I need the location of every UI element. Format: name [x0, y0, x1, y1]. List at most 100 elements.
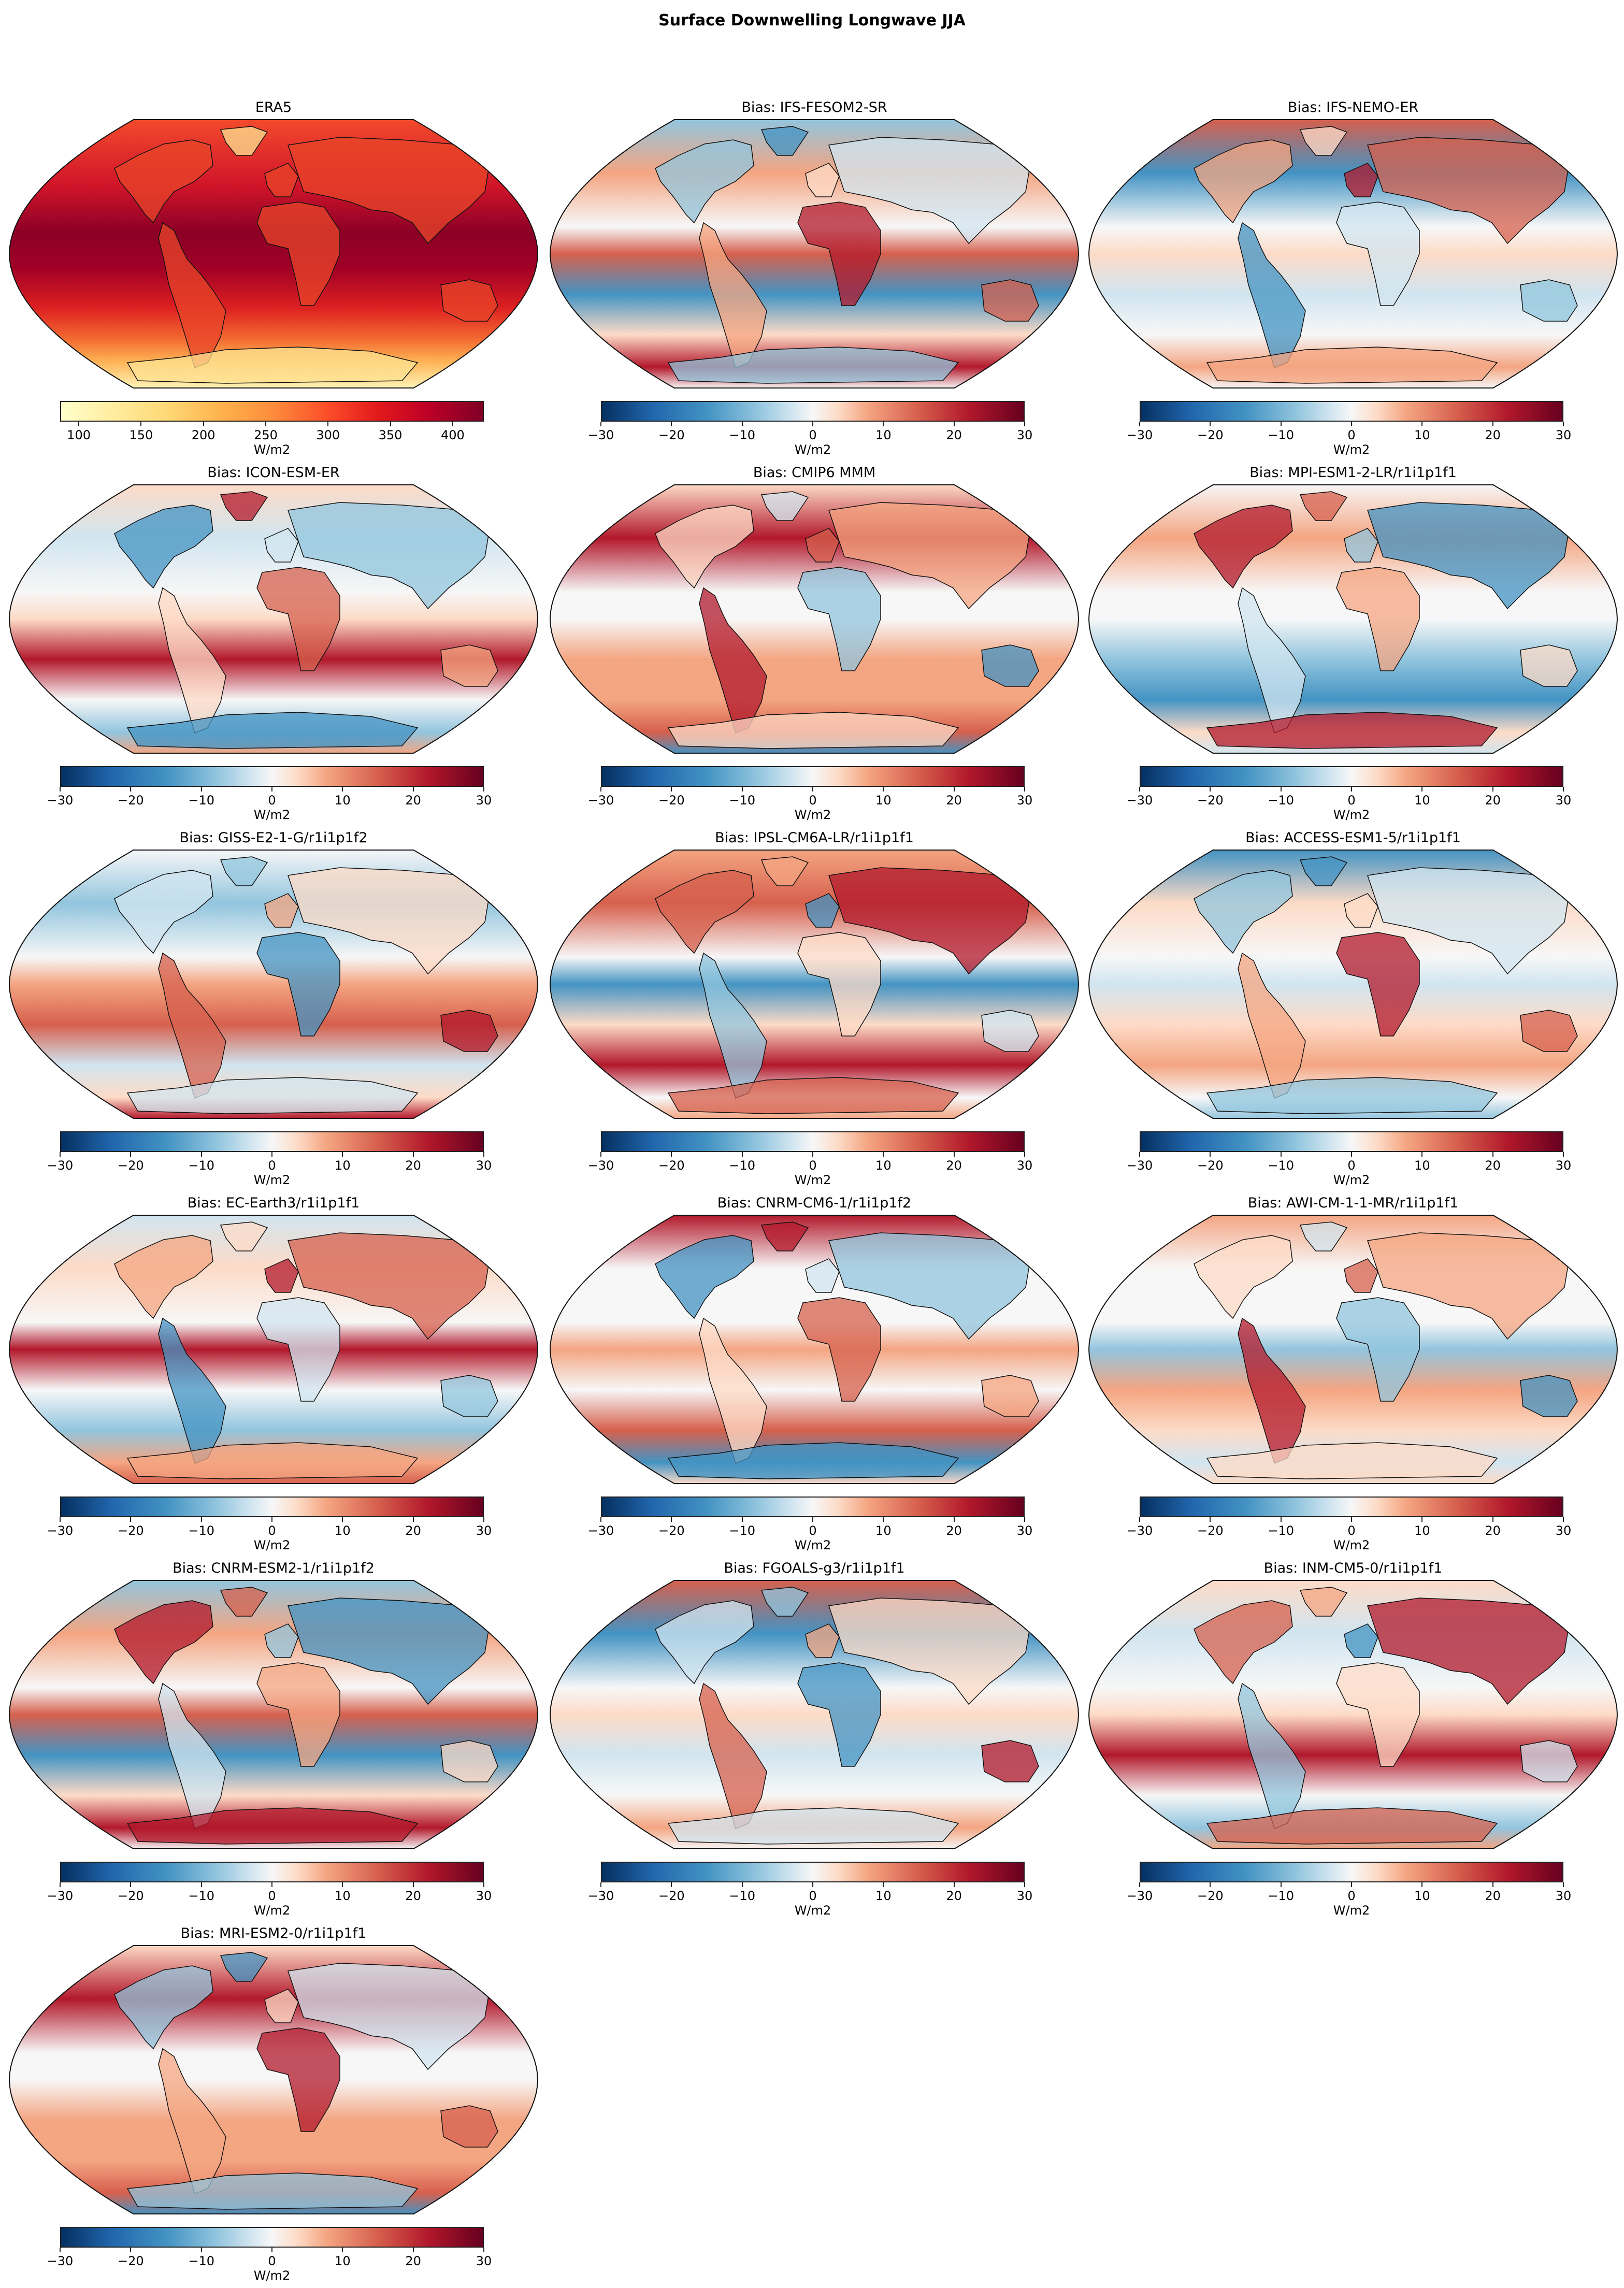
tick-label: 0	[268, 1158, 276, 1173]
tick-label: −10	[188, 2254, 214, 2268]
tick-mark	[483, 1152, 484, 1157]
world-map	[549, 119, 1080, 388]
panel-title: Bias: CNRM-ESM2-1/r1i1p1f2	[173, 1560, 375, 1576]
tick-label: −10	[729, 1889, 755, 1903]
colorbar	[601, 1131, 1025, 1152]
figure-title: Surface Downwelling Longwave JJA	[658, 11, 966, 30]
colorbar-ticks: 100 150 200 250 300 350 400	[60, 422, 484, 442]
tick-label: 250	[254, 428, 278, 442]
tick-label: 30	[1555, 793, 1572, 808]
tick-mark	[1421, 1517, 1423, 1522]
tick-mark	[271, 787, 272, 792]
world-map	[1088, 1580, 1618, 1849]
colorbar-label: W/m2	[794, 1538, 831, 1552]
tick-mark	[130, 787, 132, 792]
tick-label: −20	[1197, 1889, 1224, 1903]
tick-mark	[130, 1882, 132, 1887]
tick-label: 20	[405, 1158, 421, 1173]
tick-mark	[60, 1152, 61, 1157]
colorbar-label: W/m2	[1333, 1903, 1370, 1918]
tick-label: 0	[1347, 1889, 1356, 1903]
tick-mark	[671, 1882, 672, 1887]
world-map	[8, 1580, 539, 1849]
tick-mark	[203, 422, 204, 426]
tick-mark	[741, 787, 743, 792]
tick-label: 200	[191, 428, 215, 442]
colorbar-ticks: −30 −20 −10 0 10 20 30	[1127, 1152, 1571, 1173]
tick-label: 0	[1347, 793, 1356, 808]
tick-label: 10	[335, 793, 351, 808]
tick-mark	[200, 1517, 202, 1522]
tick-mark	[78, 422, 80, 426]
tick-mark	[953, 1517, 955, 1522]
tick-mark	[1024, 1517, 1025, 1522]
tick-label: −10	[188, 793, 214, 808]
tick-label: 10	[1414, 1523, 1430, 1538]
tick-label: 10	[875, 1889, 892, 1903]
tick-mark	[483, 787, 484, 792]
tick-mark	[342, 2248, 343, 2252]
tick-mark	[1351, 1882, 1352, 1887]
panel-title: Bias: FGOALS-g3/r1i1p1f1	[724, 1560, 905, 1576]
tick-label: −20	[658, 1523, 685, 1538]
panel-title: Bias: AWI-CM-1-1-MR/r1i1p1f1	[1247, 1195, 1459, 1211]
colorbar-ticks: −30 −20 −10 0 10 20 30	[1127, 787, 1571, 808]
tick-label: 20	[1485, 1523, 1501, 1538]
panel-title: Bias: GISS-E2-1-G/r1i1p1f2	[179, 830, 368, 846]
tick-mark	[883, 787, 884, 792]
tick-label: 30	[476, 1523, 492, 1538]
colorbar-ticks: −30 −20 −10 0 10 20 30	[588, 1882, 1032, 1903]
tick-mark	[1210, 1882, 1211, 1887]
tick-label: 30	[1555, 1523, 1572, 1538]
tick-mark	[741, 1152, 743, 1157]
tick-mark	[1421, 787, 1423, 792]
colorbar	[1140, 401, 1563, 422]
panel-title: ERA5	[255, 99, 292, 116]
tick-label: 20	[1485, 428, 1501, 442]
tick-label: 350	[378, 428, 403, 442]
tick-mark	[130, 1517, 132, 1522]
tick-label: 20	[946, 793, 962, 808]
tick-label: −30	[47, 1889, 74, 1903]
tick-mark	[600, 1152, 601, 1157]
tick-label: −20	[118, 2254, 144, 2268]
tick-mark	[483, 1517, 484, 1522]
colorbar-label: W/m2	[1333, 442, 1370, 457]
tick-mark	[1563, 1152, 1564, 1157]
tick-mark	[1139, 422, 1140, 426]
tick-mark	[883, 1152, 884, 1157]
bias-panel: Bias: GISS-E2-1-G/r1i1p1f2 −30 −20 −10 0 10 20…	[4, 830, 543, 1192]
tick-mark	[60, 1517, 61, 1522]
tick-mark	[1280, 787, 1282, 792]
tick-mark	[412, 1882, 414, 1887]
colorbar-label: W/m2	[253, 1538, 291, 1552]
tick-mark	[671, 1517, 672, 1522]
tick-label: −10	[729, 1523, 755, 1538]
bias-panel: Bias: FGOALS-g3/r1i1p1f1 −30 −20 −10 0 10 20 30…	[545, 1560, 1084, 1923]
colorbar-label: W/m2	[794, 442, 831, 457]
colorbar-ticks: −30 −20 −10 0 10 20 30	[588, 787, 1032, 808]
colorbar	[60, 2227, 484, 2248]
tick-label: −20	[1197, 1523, 1224, 1538]
tick-mark	[1024, 787, 1025, 792]
tick-mark	[812, 422, 813, 426]
tick-label: 0	[268, 1523, 276, 1538]
tick-mark	[412, 2248, 414, 2252]
tick-mark	[342, 1882, 343, 1887]
bias-panel: Bias: MPI-ESM1-2-LR/r1i1p1f1 −30 −20 −10 0 10…	[1084, 465, 1622, 827]
tick-mark	[741, 422, 743, 426]
tick-label: 20	[946, 1523, 962, 1538]
colorbar	[1140, 766, 1563, 787]
tick-mark	[1351, 422, 1352, 426]
world-map	[549, 850, 1080, 1119]
tick-label: −20	[1197, 428, 1224, 442]
tick-mark	[600, 422, 601, 426]
tick-label: −10	[729, 1158, 755, 1173]
tick-label: 30	[476, 2254, 492, 2268]
tick-label: 30	[1016, 428, 1033, 442]
tick-mark	[1351, 1517, 1352, 1522]
tick-label: 10	[1414, 793, 1430, 808]
tick-mark	[412, 1152, 414, 1157]
tick-label: 0	[1347, 1523, 1356, 1538]
panel-title: Bias: MRI-ESM2-0/r1i1p1f1	[180, 1925, 367, 1941]
